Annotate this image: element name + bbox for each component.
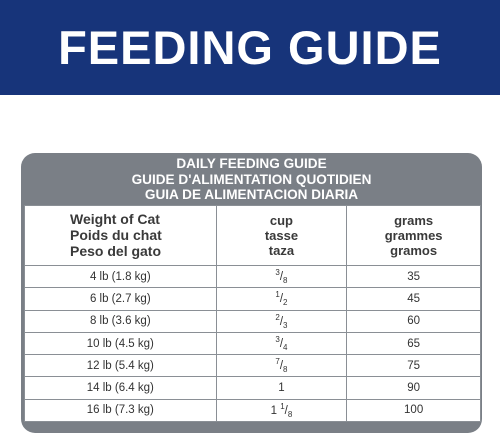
feeding-table: Weight of Cat Poids du chat Peso del gat… <box>24 205 481 423</box>
card-heading: DAILY FEEDING GUIDE GUIDE D'ALIMENTATION… <box>21 153 482 205</box>
weight-cell: 14 lb (6.4 kg) <box>24 376 217 400</box>
heading-spanish: GUIA DE ALIMENTACION DIARIA <box>144 187 359 202</box>
table-row: 10 lb (4.5 kg) 3/4 65 <box>24 331 481 356</box>
grams-cell: 75 <box>346 354 481 378</box>
cup-cell: 7/8 <box>215 354 348 378</box>
title-banner: FEEDING GUIDE <box>0 0 500 95</box>
weight-cell: 6 lb (2.7 kg) <box>24 287 217 311</box>
page-title: FEEDING GUIDE <box>58 21 442 74</box>
table-row: 6 lb (2.7 kg) 1/2 45 <box>24 287 481 311</box>
header-cup: cup tasse taza <box>215 205 348 266</box>
weight-cell: 4 lb (1.8 kg) <box>24 264 217 289</box>
weight-cell: 16 lb (7.3 kg) <box>24 398 217 423</box>
table-row: 4 lb (1.8 kg) 3/8 35 <box>24 264 481 289</box>
heading-french: GUIDE D'ALIMENTATION QUOTIDIEN <box>131 171 372 187</box>
grams-cell: 90 <box>346 376 481 400</box>
heading-english: DAILY FEEDING GUIDE <box>176 156 327 171</box>
weight-cell: 8 lb (3.6 kg) <box>24 309 217 333</box>
cup-cell: 1/2 <box>215 287 348 311</box>
table-row: 16 lb (7.3 kg) 1 1/8 100 <box>24 398 481 423</box>
table-row: 8 lb (3.6 kg) 2/3 60 <box>24 309 481 333</box>
cup-cell: 3/4 <box>215 331 348 356</box>
cup-cell: 2/3 <box>215 309 348 333</box>
table-row: 14 lb (6.4 kg) 1 90 <box>24 376 481 400</box>
weight-cell: 12 lb (5.4 kg) <box>24 354 217 378</box>
cup-cell: 1 <box>215 376 348 400</box>
cup-cell: 1 1/8 <box>215 398 348 423</box>
grams-cell: 60 <box>346 309 481 333</box>
grams-cell: 45 <box>346 287 481 311</box>
header-grams: grams grammes gramos <box>346 205 481 266</box>
grams-cell: 65 <box>346 331 481 356</box>
cup-cell: 3/8 <box>215 264 348 289</box>
weight-cell: 10 lb (4.5 kg) <box>24 331 217 356</box>
grams-cell: 35 <box>346 264 481 289</box>
header-weight: Weight of Cat Poids du chat Peso del gat… <box>24 205 217 266</box>
table-row: 12 lb (5.4 kg) 7/8 75 <box>24 354 481 378</box>
grams-cell: 100 <box>346 398 481 423</box>
header-row: Weight of Cat Poids du chat Peso del gat… <box>24 205 481 266</box>
